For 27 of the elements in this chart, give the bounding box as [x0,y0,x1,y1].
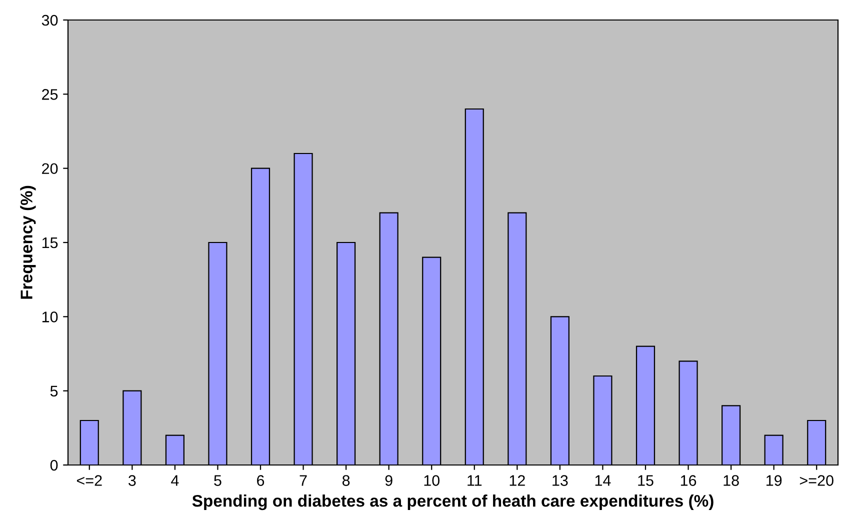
x-tick-label: >=20 [800,475,834,486]
x-tick-label: 7 [300,475,307,486]
y-tick-label: 20 [42,163,58,174]
x-tick-label: 19 [766,475,782,486]
x-tick-label: 4 [171,475,179,486]
x-axis-title: Spending on diabetes as a percent of heath care expenditures (%) [192,494,714,510]
x-tick-label: 18 [724,475,739,486]
x-tick-label: 9 [385,475,392,486]
y-tick-label: 25 [42,89,58,100]
x-tick-label: <=2 [76,475,102,486]
x-tick-label: 5 [214,475,222,486]
y-tick-label: 30 [42,14,58,26]
x-tick-label: 16 [680,475,696,486]
x-tick-label: 14 [595,475,611,486]
x-tick-label: 8 [342,475,350,486]
y-tick-label: 10 [42,312,58,322]
x-tick-label: 6 [257,475,264,486]
x-tick-label: 15 [638,475,654,486]
x-tick-label: 12 [510,475,525,486]
y-tick-label: 0 [50,460,58,471]
x-tick-label: 3 [128,475,136,486]
y-axis-title: Frequency (%) [20,186,36,299]
y-tick-label: 5 [50,386,58,397]
y-tick-label: 15 [42,238,58,248]
x-tick-label: 11 [468,475,482,486]
x-tick-label: 13 [552,475,568,486]
x-tick-label: 10 [424,475,440,486]
